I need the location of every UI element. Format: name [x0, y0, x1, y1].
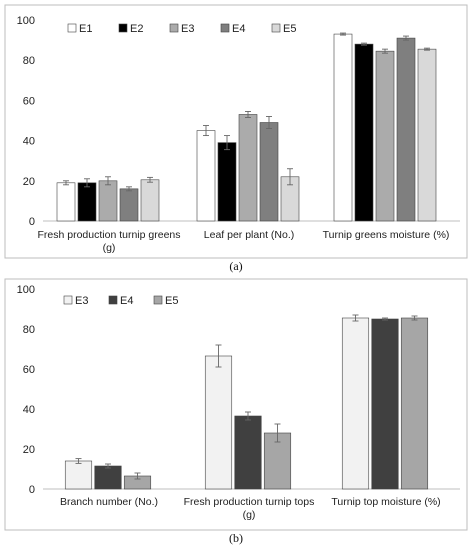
bar-E4	[396, 37, 416, 222]
bar-E1	[56, 182, 76, 222]
chart-panel-2: 0 20 40 60 80 100 Branch number (No.) Fresh pro…	[4, 278, 468, 545]
x-category-label: (g)	[243, 509, 256, 521]
y-tick-label: 40	[23, 136, 35, 148]
bar-E3	[375, 50, 395, 222]
legend-label-E4: E4	[232, 23, 245, 35]
bar-E3	[98, 180, 118, 222]
y-tick-label: 20	[23, 444, 35, 456]
y-tick-label: 40	[23, 404, 35, 416]
legend-swatch-E4	[220, 23, 230, 33]
x-category-label: Turnip greens moisture (%)	[323, 229, 450, 241]
y-tick-label: 20	[23, 176, 35, 188]
y-tick-label: 80	[23, 55, 35, 67]
legend-label-E5: E5	[283, 23, 296, 35]
bar-E4	[234, 415, 262, 490]
x-category-label: Branch number (No.)	[60, 496, 158, 508]
bar-E2	[354, 43, 374, 222]
legend-label-E5: E5	[165, 295, 178, 307]
bar-E3	[341, 317, 370, 490]
legend-swatch-E2	[118, 23, 128, 33]
bar-E2	[217, 142, 237, 222]
y-tick-label: 80	[23, 324, 35, 336]
bar-E3	[64, 460, 93, 490]
legend-swatch-E5	[153, 295, 163, 305]
legend-swatch-E4	[108, 295, 118, 305]
x-category-label: (g)	[103, 242, 116, 254]
y-tick-label: 100	[17, 284, 35, 296]
y-tick-label: 0	[29, 216, 35, 228]
legend-swatch-E3	[63, 295, 73, 305]
x-category-label: Leaf per plant (No.)	[204, 229, 294, 241]
bar-E4	[119, 188, 139, 222]
bar-E4	[94, 465, 122, 490]
x-category-label: Fresh production turnip tops	[184, 496, 315, 508]
y-tick-label: 100	[17, 15, 35, 27]
panel-caption: (b)	[229, 531, 243, 545]
bar-E5	[417, 48, 437, 222]
bar-E5	[400, 317, 429, 490]
bar-E1	[196, 130, 216, 222]
bar-E2	[77, 182, 97, 222]
legend-label-E1: E1	[79, 23, 92, 35]
legend-label-E2: E2	[130, 23, 143, 35]
bar-E5	[140, 179, 160, 222]
y-tick-label: 0	[29, 484, 35, 496]
legend-swatch-E5	[271, 23, 281, 33]
bar-E3	[204, 355, 233, 490]
legend-label-E3: E3	[181, 23, 194, 35]
x-category-label: Fresh production turnip greens	[38, 229, 181, 241]
y-tick-label: 60	[23, 364, 35, 376]
legend-swatch-E3	[169, 23, 179, 33]
bar-E4	[259, 122, 279, 222]
bar-E1	[333, 33, 353, 222]
y-tick-label: 60	[23, 95, 35, 107]
panel-caption: (a)	[229, 259, 242, 273]
legend-label-E3: E3	[75, 295, 88, 307]
bar-E4	[371, 318, 399, 490]
legend-swatch-E1	[67, 23, 77, 33]
x-category-label: Turnip top moisture (%)	[331, 496, 440, 508]
chart-panel-1: 0 20 40 60 80 100 Fresh production turnip gree…	[4, 4, 468, 273]
bar-E3	[238, 114, 258, 222]
legend-label-E4: E4	[120, 295, 133, 307]
